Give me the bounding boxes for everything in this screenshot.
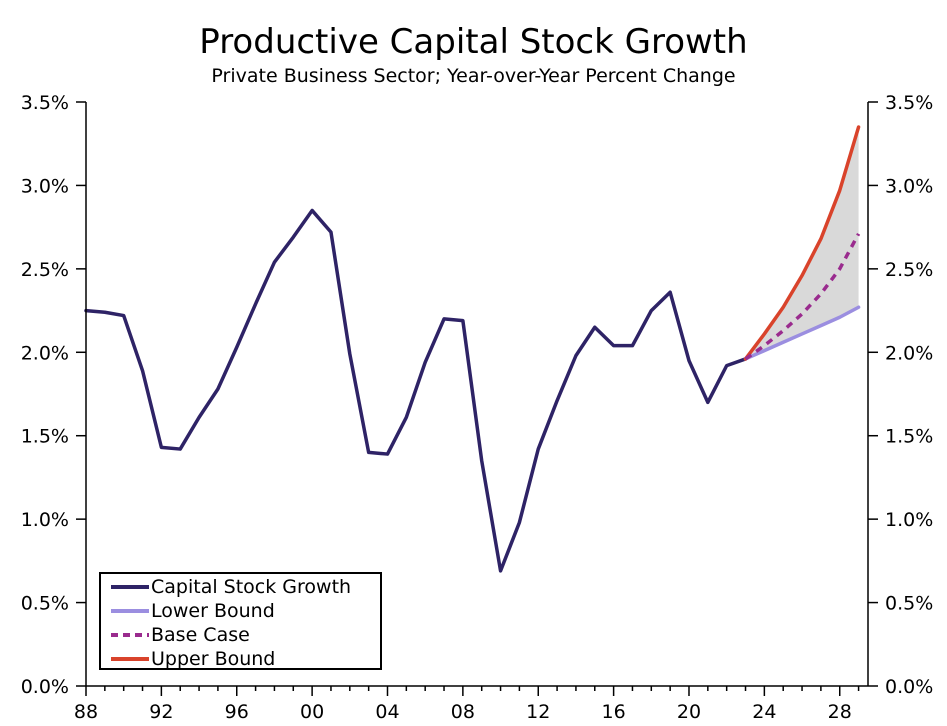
x-tick-label: 12: [526, 701, 550, 723]
x-tick-label: 04: [375, 701, 399, 723]
legend-label-base-case: Base Case: [151, 624, 250, 646]
legend-swatch-capital-stock-growth: [111, 585, 149, 589]
x-tick-label: 00: [300, 701, 324, 723]
y-tick-label-right: 3.5%: [885, 92, 933, 114]
legend-swatch-base-case: [111, 633, 149, 637]
y-tick-label-right: 0.0%: [885, 676, 933, 698]
legend-label-lower-bound: Lower Bound: [151, 600, 275, 622]
y-tick-label-left: 0.5%: [21, 593, 69, 615]
forecast-range-band: [745, 127, 859, 359]
x-tick-label: 20: [677, 701, 701, 723]
x-tick-label: 88: [74, 701, 98, 723]
legend-swatch-upper-bound: [111, 657, 149, 661]
y-tick-label-right: 2.5%: [885, 259, 933, 281]
legend-item-upper-bound: Upper Bound: [111, 647, 380, 671]
legend-label-upper-bound: Upper Bound: [151, 648, 276, 670]
y-tick-label-right: 2.0%: [885, 342, 933, 364]
y-tick-label-left: 3.0%: [21, 175, 69, 197]
y-tick-label-left: 2.0%: [21, 342, 69, 364]
legend-item-base-case: Base Case: [111, 623, 380, 647]
x-tick-label: 16: [602, 701, 626, 723]
chart-legend: Capital Stock Growth Lower Bound Base Ca…: [99, 572, 382, 670]
y-tick-label-right: 3.0%: [885, 175, 933, 197]
series-line-base-case: [744, 232, 861, 361]
x-tick-label: 92: [149, 701, 173, 723]
legend-item-lower-bound: Lower Bound: [111, 599, 380, 623]
legend-item-capital-stock-growth: Capital Stock Growth: [111, 575, 380, 599]
legend-swatch-lower-bound: [111, 609, 149, 613]
y-tick-label-right: 1.5%: [885, 426, 933, 448]
x-tick-label: 24: [752, 701, 776, 723]
series-line-upper-bound: [743, 125, 861, 361]
chart-title: Productive Capital Stock Growth: [199, 22, 748, 62]
legend-label-capital-stock-growth: Capital Stock Growth: [151, 576, 352, 598]
y-tick-label-left: 2.5%: [21, 259, 69, 281]
x-tick-label: 28: [828, 701, 852, 723]
y-tick-label-left: 0.0%: [21, 676, 69, 698]
y-tick-label-right: 1.0%: [885, 509, 933, 531]
x-tick-label: 08: [451, 701, 475, 723]
y-tick-label-left: 1.0%: [21, 509, 69, 531]
x-tick-label: 96: [225, 701, 249, 723]
y-tick-label-left: 3.5%: [21, 92, 69, 114]
chart-subtitle: Private Business Sector; Year-over-Year …: [211, 65, 736, 87]
y-tick-label-left: 1.5%: [21, 426, 69, 448]
series-line-lower-bound: [743, 305, 861, 361]
y-tick-label-right: 0.5%: [885, 593, 933, 615]
series-line-capital-stock-growth: [84, 208, 748, 573]
